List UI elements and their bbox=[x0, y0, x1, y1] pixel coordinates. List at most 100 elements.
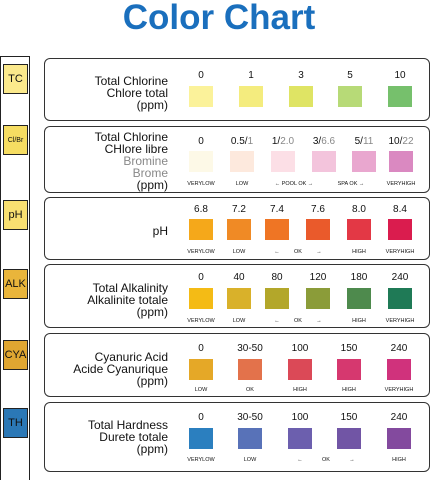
value-label: 6.8 bbox=[194, 204, 208, 215]
range-note: VERYLOW bbox=[187, 318, 215, 324]
row-label: Total Hardness Durete totale (ppm) bbox=[45, 419, 168, 455]
label-line: Durete totale bbox=[99, 430, 168, 444]
value-label: 0 bbox=[198, 70, 204, 81]
label-line: Brome bbox=[132, 166, 168, 180]
color-swatch bbox=[288, 428, 312, 449]
value-label: 0 bbox=[198, 343, 204, 354]
row-label: Total Chlorine CHlore libre Bromine Brom… bbox=[45, 131, 168, 191]
strip-pad-ph: pH bbox=[3, 200, 28, 230]
color-swatch bbox=[227, 288, 251, 309]
test-strip: TC Cl/Br pH ALK CYA TH bbox=[0, 56, 30, 480]
value-label: 7.6 bbox=[311, 204, 325, 215]
color-swatch bbox=[288, 359, 312, 380]
value-label: 0 bbox=[198, 136, 204, 147]
color-swatch bbox=[389, 151, 413, 172]
value-label: 150 bbox=[340, 343, 358, 354]
color-swatch bbox=[352, 151, 376, 172]
range-note: HIGH bbox=[352, 318, 366, 324]
color-swatch bbox=[387, 359, 411, 380]
strip-pad-label: TH bbox=[8, 417, 23, 429]
value-label: 100 bbox=[291, 412, 309, 423]
color-swatch bbox=[306, 219, 330, 240]
range-note: HIGH bbox=[352, 249, 366, 255]
label-line: Alkalinite totale bbox=[87, 293, 168, 307]
strip-pad-label: CYA bbox=[4, 349, 27, 361]
range-note: VERYHIGH bbox=[384, 387, 414, 393]
label-line: (ppm) bbox=[136, 442, 168, 456]
value-label: 30-50 bbox=[237, 343, 263, 354]
strip-pad-label: pH bbox=[8, 209, 23, 221]
label-line: (ppm) bbox=[136, 305, 168, 319]
value-label: 5/11 bbox=[354, 136, 374, 147]
range-note: HIGH bbox=[342, 387, 356, 393]
range-note: VERYLOW bbox=[187, 249, 215, 255]
panel-ph: pH 6.8 7.2 7.4 7.6 8.0 8.4 VERYLOW LOW ←… bbox=[44, 197, 430, 260]
label-line: CHlore libre bbox=[104, 142, 168, 156]
panel-total-chlorine: Total Chlorine Chlore total (ppm) 0 1 3 … bbox=[44, 58, 430, 121]
color-swatch bbox=[388, 86, 412, 107]
color-swatch bbox=[338, 86, 362, 107]
range-note: LOW bbox=[232, 249, 246, 255]
value-label: 7.4 bbox=[270, 204, 284, 215]
label-line: Cyanuric Acid bbox=[94, 350, 168, 364]
strip-pad-label: ALK bbox=[5, 278, 26, 290]
strip-pad-clbr: Cl/Br bbox=[3, 125, 28, 155]
value-label: 180 bbox=[350, 272, 368, 283]
label-line: Total Chlorine bbox=[94, 74, 168, 88]
value-label: 0 bbox=[198, 272, 204, 283]
color-swatch bbox=[189, 86, 213, 107]
value-label: 0.5/1 bbox=[230, 136, 254, 147]
color-swatch bbox=[265, 288, 289, 309]
color-swatch bbox=[347, 219, 371, 240]
label-line: Total Hardness bbox=[87, 418, 168, 432]
range-note: OK bbox=[294, 318, 302, 324]
color-swatch bbox=[238, 428, 262, 449]
label-line: Bromine bbox=[123, 154, 168, 168]
label-line: Chlore total bbox=[106, 86, 168, 100]
strip-pad-label: TC bbox=[8, 73, 23, 85]
value-label: 5 bbox=[347, 70, 353, 81]
value-label: 240 bbox=[391, 272, 409, 283]
color-swatch bbox=[189, 359, 213, 380]
label-line: Acide Cyanurique bbox=[73, 362, 168, 376]
range-note: VERYLOW bbox=[187, 457, 215, 463]
range-note: ← POOL OK → bbox=[274, 181, 314, 187]
range-note: SPA OK → bbox=[337, 181, 365, 187]
color-swatch bbox=[337, 428, 361, 449]
value-label: 0 bbox=[198, 412, 204, 423]
row-label: pH bbox=[45, 225, 168, 237]
color-swatch bbox=[189, 151, 213, 172]
strip-pad-alk: ALK bbox=[3, 269, 28, 299]
label-line: pH bbox=[152, 224, 168, 238]
strip-pad-tc: TC bbox=[3, 64, 28, 94]
label-line: Total Alkalinity bbox=[92, 281, 168, 295]
color-swatch bbox=[238, 359, 262, 380]
color-swatch bbox=[189, 219, 213, 240]
value-label: 8.0 bbox=[352, 204, 366, 215]
range-note: → bbox=[316, 249, 322, 255]
range-note: LOW bbox=[194, 387, 208, 393]
label-line: (ppm) bbox=[136, 178, 168, 192]
value-label: 150 bbox=[340, 412, 358, 423]
range-note: OK bbox=[246, 387, 254, 393]
color-swatch bbox=[227, 219, 251, 240]
value-label: 30-50 bbox=[237, 412, 263, 423]
color-swatch bbox=[347, 288, 371, 309]
color-swatch bbox=[230, 151, 254, 172]
value-label: 100 bbox=[291, 343, 309, 354]
range-note: HIGH bbox=[392, 457, 406, 463]
color-swatch bbox=[388, 288, 412, 309]
color-swatch bbox=[239, 86, 263, 107]
row-label: Total Chlorine Chlore total (ppm) bbox=[45, 75, 168, 111]
color-swatch bbox=[306, 288, 330, 309]
value-label: 7.2 bbox=[232, 204, 246, 215]
value-label: 80 bbox=[271, 272, 283, 283]
label-line: (ppm) bbox=[136, 374, 168, 388]
range-note: → bbox=[316, 318, 322, 324]
color-swatch bbox=[387, 428, 411, 449]
color-swatch bbox=[388, 219, 412, 240]
value-label: 1 bbox=[248, 70, 254, 81]
range-note: OK bbox=[294, 249, 302, 255]
range-note: VERYHIGH bbox=[385, 249, 415, 255]
value-label: 10/22 bbox=[388, 136, 414, 147]
